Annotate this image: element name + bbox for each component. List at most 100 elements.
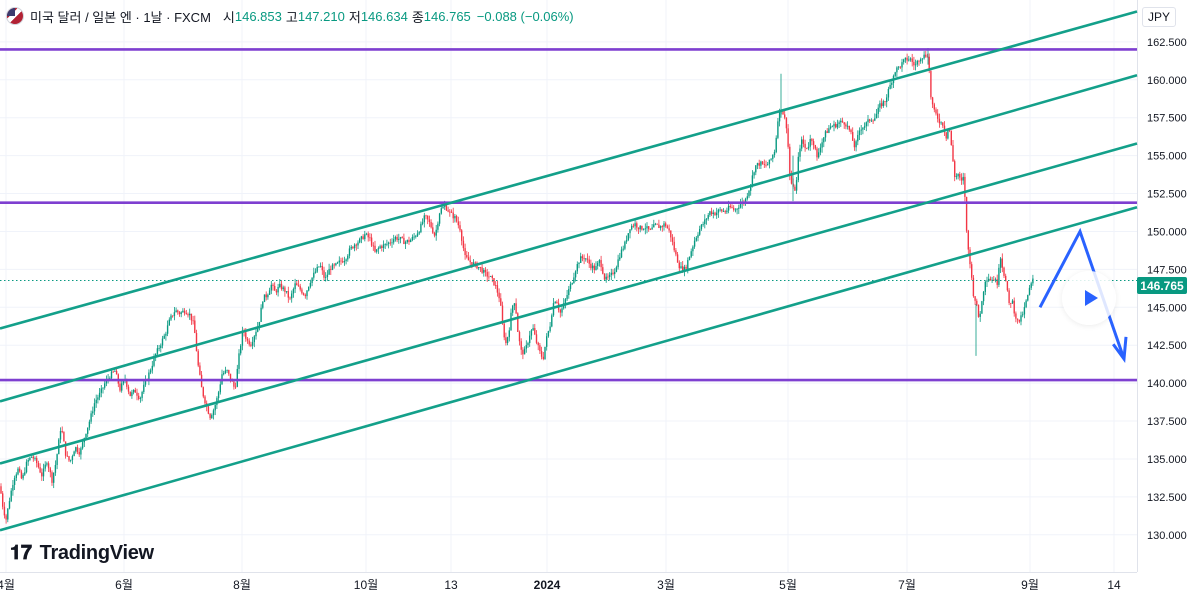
candle-body <box>869 119 871 121</box>
candle-body <box>457 221 459 226</box>
candle-body <box>661 226 663 227</box>
x-tick-label: 3월 <box>657 578 675 592</box>
candle-body <box>568 288 570 296</box>
candle-body <box>297 285 300 287</box>
candle-body <box>466 255 468 258</box>
candle-body <box>775 137 777 152</box>
candle-body <box>489 276 492 277</box>
candle-body <box>294 283 296 290</box>
y-tick-label: 142.500 <box>1147 340 1187 352</box>
candle-body <box>148 372 150 380</box>
candle-body <box>784 114 786 118</box>
candle-body <box>85 433 87 438</box>
candle-body <box>425 215 427 217</box>
candle-body <box>253 336 255 343</box>
candle-body <box>768 159 771 165</box>
candle-body <box>707 215 709 219</box>
candle-body <box>81 442 84 449</box>
candle-body <box>921 58 924 60</box>
candle-body <box>721 209 723 212</box>
y-tick-label: 130.000 <box>1147 530 1187 542</box>
candle-body <box>226 370 228 371</box>
candle-body <box>947 130 949 139</box>
candle-body <box>641 225 643 230</box>
play-button[interactable] <box>1062 271 1116 325</box>
candle-body <box>42 468 45 477</box>
candle-body <box>423 215 425 223</box>
candle-body <box>833 123 835 127</box>
candle-body <box>855 141 857 148</box>
candle-body <box>357 242 359 246</box>
candle-body <box>224 370 227 374</box>
candle-body <box>1006 281 1009 291</box>
candle-body <box>525 345 527 349</box>
candle-body <box>478 267 480 269</box>
candle-body <box>277 286 279 293</box>
candle-body <box>605 276 607 280</box>
candle-body <box>136 392 138 396</box>
candle-body <box>705 218 708 220</box>
candle-body <box>773 151 776 155</box>
close-label: 종 <box>411 9 424 25</box>
candle-body <box>537 342 539 346</box>
candle-body <box>653 224 655 228</box>
candle-body <box>139 397 142 399</box>
candle-body <box>1010 303 1012 304</box>
candle-body <box>756 163 759 166</box>
candle-body <box>122 380 125 384</box>
candle-body <box>435 229 437 236</box>
candle-body <box>496 285 499 293</box>
candle-body <box>418 232 420 234</box>
candle-body <box>938 118 941 124</box>
candle-body <box>20 471 23 479</box>
candle-body <box>36 458 38 464</box>
candle-body <box>727 205 730 211</box>
y-tick-label: 160.000 <box>1147 75 1187 87</box>
candle-body <box>10 490 12 502</box>
candle-body <box>928 56 930 72</box>
candle-body <box>522 349 524 355</box>
candle-body <box>64 441 67 456</box>
symbol-title[interactable]: 미국 달러 / 일본 엔 · 1날 · FXCM <box>30 9 211 25</box>
candle-body <box>430 222 432 228</box>
candle-body <box>484 269 487 273</box>
tradingview-logo: 𝟏𝟕 TradingView <box>10 541 154 565</box>
candle-body <box>47 463 50 469</box>
x-tick-label: 7월 <box>898 578 916 592</box>
candle-body <box>330 268 332 270</box>
candle-body <box>92 411 94 414</box>
candle-body <box>697 234 699 238</box>
candle-body <box>394 237 397 240</box>
candle-body <box>729 205 731 207</box>
candle-body <box>887 88 890 98</box>
candle-body <box>930 71 932 98</box>
candle-body <box>272 284 274 286</box>
candle-body <box>1005 275 1007 282</box>
candle-body <box>858 130 861 136</box>
candle-body <box>506 337 509 343</box>
candle-body <box>245 332 247 339</box>
candle-body <box>617 259 619 268</box>
candle-body <box>345 259 347 262</box>
candle-body <box>828 128 830 133</box>
candle-body <box>350 246 352 249</box>
candle-body <box>374 245 376 252</box>
candle-body <box>80 448 82 455</box>
candle-body <box>267 294 269 298</box>
candle-body <box>549 326 551 332</box>
candle-body <box>204 396 206 404</box>
candle-body <box>49 468 51 473</box>
candle-body <box>495 285 497 286</box>
candle-body <box>989 278 992 281</box>
candle-body <box>217 392 220 399</box>
candle-body <box>114 370 116 372</box>
currency-button[interactable]: JPY <box>1142 7 1177 27</box>
candle-body <box>387 242 390 244</box>
candle-body <box>559 309 561 313</box>
candle-body <box>593 265 595 271</box>
candle-body <box>959 173 961 178</box>
candle-body <box>1023 307 1026 315</box>
candle-body <box>449 211 451 213</box>
candle-body <box>15 474 17 479</box>
